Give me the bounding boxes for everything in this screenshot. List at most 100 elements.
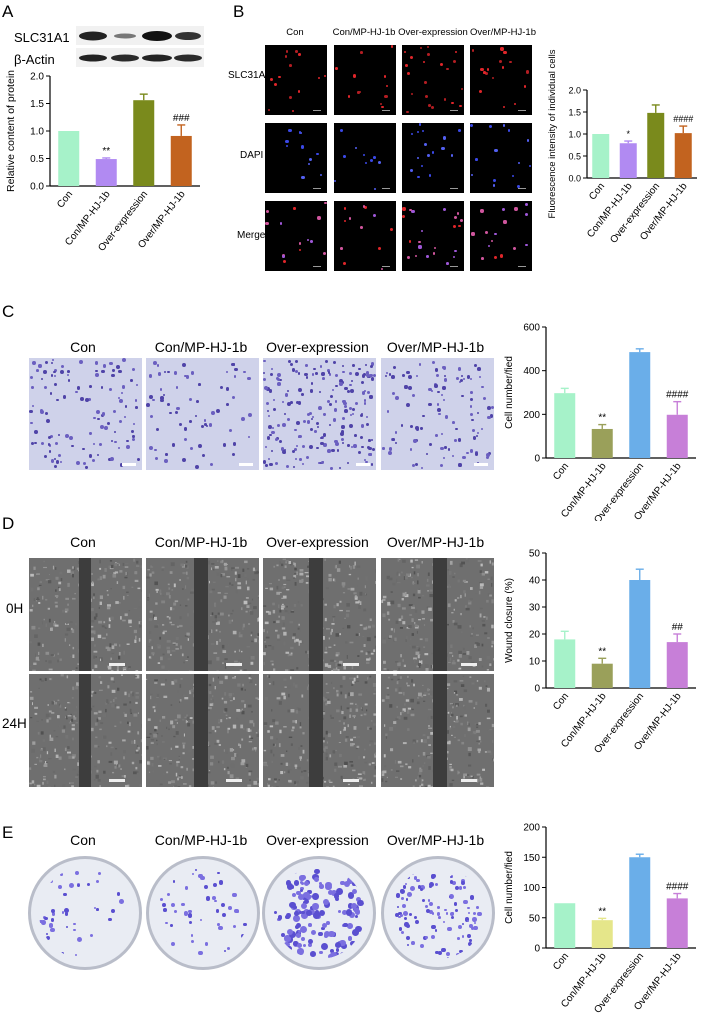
y-tick-label: 2.0 (30, 72, 44, 83)
wound-micrograph (263, 674, 376, 787)
significance-marker: #### (666, 882, 689, 893)
y-tick-label: 30 (529, 603, 541, 614)
colony-dish (381, 856, 495, 970)
panel-d-col-header: Con (70, 534, 96, 550)
fluorescence-micrograph (470, 201, 532, 271)
blot-label-slc31a1: SLC31A1 (14, 30, 70, 45)
bar (666, 898, 688, 948)
panel-d-col-header: Con/MP-HJ-1b (154, 534, 248, 550)
y-tick-label: 1.5 (568, 108, 581, 118)
panel-c-col-header: Over/MP-HJ-1b (386, 339, 485, 355)
y-tick-label: 50 (529, 549, 541, 560)
bar-chart-a: 0.0 0.5 1.0 1.5 2.0 Relative content of prote… (5, 70, 200, 254)
colony-dish (146, 856, 260, 970)
bar (591, 920, 613, 948)
x-category-label: Con (587, 181, 607, 202)
y-tick-label: 100 (523, 883, 540, 894)
fluorescence-micrograph (265, 123, 327, 193)
y-tick-label: 10 (529, 657, 541, 668)
significance-marker: ** (102, 146, 110, 157)
y-tick-label: 1.5 (30, 99, 44, 110)
panel-b-row-label: Merge (237, 230, 266, 241)
significance-marker: ** (598, 413, 606, 424)
bar (591, 428, 613, 458)
y-tick-label: 0 (534, 684, 540, 695)
y-axis-title: Cell number/fied (504, 356, 515, 429)
x-category-label: Con (551, 461, 571, 482)
y-tick-label: 0 (534, 454, 540, 465)
panel-e-col-header: Over-expression (266, 832, 369, 848)
y-tick-label: 20 (529, 630, 541, 641)
bar (554, 639, 576, 688)
bar (554, 903, 576, 948)
transwell-micrograph (263, 358, 376, 470)
y-tick-label: 0.5 (30, 154, 44, 165)
x-category-label: Con (551, 691, 571, 712)
significance-marker: ### (173, 113, 190, 124)
bar (170, 135, 192, 186)
y-axis-title: Wound closure (%) (504, 578, 515, 663)
y-tick-label: 1.0 (568, 130, 581, 140)
y-tick-label: 150 (523, 853, 540, 864)
transwell-micrograph (146, 358, 259, 470)
panel-d-row-label: 24H (2, 716, 27, 731)
y-tick-label: 200 (523, 410, 540, 421)
x-category-label: Con (55, 189, 75, 210)
panel-c-col-header: Over-expression (266, 339, 369, 355)
fluorescence-micrograph (402, 45, 464, 115)
panel-d-row-label: 0H (6, 601, 24, 616)
bar-chart-b: 0.0 0.5 1.0 1.5 2.0 Fluorescence intensity of… (547, 49, 697, 246)
wound-micrograph (263, 558, 376, 671)
bar (629, 857, 651, 948)
y-tick-label: 2.0 (568, 86, 581, 96)
bar (619, 143, 637, 178)
transwell-micrograph (29, 358, 142, 470)
y-tick-label: 400 (523, 366, 540, 377)
panel-b-col-header: Over-expression (398, 27, 468, 38)
bar (666, 642, 688, 688)
bar (666, 414, 688, 458)
panel-e-col-header: Con (70, 832, 96, 848)
significance-marker: #### (666, 390, 689, 401)
panel-b-row-label: DAPI (240, 150, 264, 161)
colony-dish (262, 856, 376, 970)
bar (554, 393, 576, 458)
wound-micrograph (146, 674, 259, 787)
significance-marker: * (626, 129, 630, 139)
bar (674, 133, 692, 178)
panel-letter-c: C (2, 302, 15, 321)
y-tick-label: 50 (529, 913, 541, 924)
panel-letter-a: A (2, 2, 14, 21)
y-tick-label: 0 (534, 944, 540, 955)
panel-d-col-header: Over-expression (266, 534, 369, 550)
significance-marker: ** (598, 646, 606, 657)
panel-c-col-header: Con (70, 339, 96, 355)
fluorescence-micrograph (402, 201, 464, 271)
significance-marker: #### (673, 114, 693, 124)
wound-micrograph (381, 558, 494, 671)
fluorescence-micrograph (334, 45, 396, 115)
bar (95, 159, 117, 186)
panel-letter-d: D (2, 514, 15, 533)
significance-marker: ** (598, 906, 606, 917)
panel-c-col-header: Con/MP-HJ-1b (154, 339, 248, 355)
y-tick-label: 200 (523, 823, 540, 834)
bar (629, 352, 651, 458)
wound-micrograph (146, 558, 259, 671)
blot-label-actin: β-Actin (14, 52, 55, 67)
fluorescence-micrograph (470, 123, 532, 193)
fluorescence-micrograph (334, 201, 396, 271)
panel-b-col-header: Over/MP-HJ-1b (470, 27, 536, 38)
significance-marker: ## (672, 622, 684, 633)
panel-d-col-header: Over/MP-HJ-1b (386, 534, 485, 550)
panel-b-row-label: SLC31A1 (228, 70, 271, 81)
fluorescence-micrograph (470, 45, 532, 115)
transwell-micrograph (381, 358, 494, 470)
bar (647, 112, 665, 178)
panel-b-col-header: Con (286, 27, 304, 38)
panel-e-col-header: Over/MP-HJ-1b (386, 832, 485, 848)
fluorescence-micrograph (265, 201, 327, 271)
